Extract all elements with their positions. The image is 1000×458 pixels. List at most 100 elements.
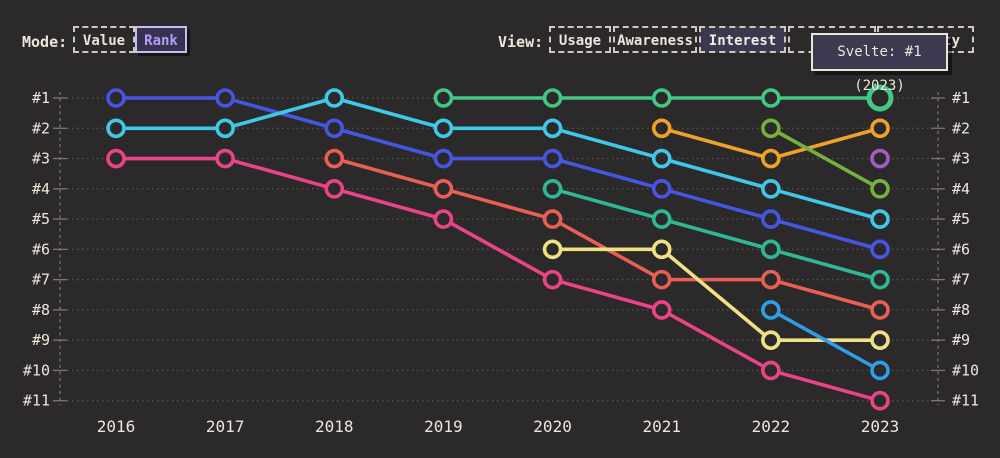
data-point-olive-2022[interactable] [761, 118, 781, 139]
data-point-yellow-2023[interactable] [870, 330, 890, 350]
data-point-cyan-2022[interactable] [761, 179, 781, 199]
y-label-right: #6 [952, 240, 970, 258]
data-point-salmon-2023[interactable] [870, 300, 890, 320]
series-line-salmon [333, 156, 881, 312]
x-label: 2021 [642, 417, 681, 436]
data-point-yellow-2022[interactable] [761, 330, 781, 350]
data-point-blue-2023[interactable] [870, 239, 890, 260]
y-label-left: #9 [32, 331, 50, 349]
data-point-blue-2018[interactable] [324, 118, 345, 139]
data-point-Svelte-2021[interactable] [651, 88, 672, 108]
tooltip-text: Svelte: #1 (2023) [837, 44, 922, 94]
x-label: 2023 [861, 417, 900, 436]
view-button-awareness[interactable]: Awareness [613, 26, 697, 53]
y-label-right: #7 [952, 271, 970, 289]
data-point-Svelte-2023[interactable] [866, 84, 894, 112]
data-point-blue-2017[interactable] [215, 88, 235, 108]
data-point-salmon-2022[interactable] [761, 269, 781, 290]
view-label: View: [498, 33, 544, 51]
data-point-pink-2021[interactable] [651, 300, 672, 320]
x-label: 2018 [315, 417, 354, 436]
x-label: 2016 [97, 417, 136, 436]
mode-button-value[interactable]: Value [73, 26, 135, 53]
data-point-blue-2020[interactable] [542, 148, 563, 169]
y-label-right: #11 [952, 392, 979, 410]
x-label: 2020 [533, 417, 572, 436]
data-point-blue-2022[interactable] [761, 209, 781, 229]
view-button-interest[interactable]: Interest [699, 26, 786, 53]
y-label-right: #4 [952, 180, 970, 198]
y-label-left: #8 [32, 301, 50, 319]
y-label-left: #1 [32, 89, 50, 107]
y-label-right: #2 [952, 119, 970, 137]
x-label: 2019 [424, 417, 463, 436]
data-point-blue-2016[interactable] [106, 88, 126, 108]
data-point-pink-2018[interactable] [324, 179, 345, 199]
data-point-cyan-2019[interactable] [433, 118, 454, 139]
data-point-cyan-2018[interactable] [324, 88, 345, 108]
data-point-blue-2019[interactable] [433, 148, 454, 169]
series-line-blue [116, 96, 881, 252]
data-point-salmon-2021[interactable] [651, 269, 672, 290]
y-label-right: #9 [952, 331, 970, 349]
data-point-Svelte-2022[interactable] [761, 88, 781, 108]
y-label-right: #1 [952, 89, 970, 107]
data-point-teal-2021[interactable] [651, 209, 672, 229]
x-label: 2017 [206, 417, 245, 436]
data-point-orange-2021[interactable] [651, 118, 672, 139]
y-label-left: #7 [32, 271, 50, 289]
data-point-teal-2020[interactable] [542, 179, 563, 199]
series-line-cyan [116, 96, 881, 221]
data-point-pink-2022[interactable] [761, 360, 781, 381]
data-point-teal-2022[interactable] [761, 239, 781, 260]
y-label-left: #11 [23, 392, 50, 410]
data-point-pink-2016[interactable] [106, 148, 126, 169]
y-label-left: #5 [32, 210, 50, 228]
data-point-cyan-2020[interactable] [542, 118, 563, 139]
mode-button-rank[interactable]: Rank [135, 26, 187, 53]
data-point-pink-2019[interactable] [433, 209, 454, 229]
x-label: 2022 [752, 417, 791, 436]
data-point-sky-2022[interactable] [761, 300, 781, 320]
data-point-Svelte-2020[interactable] [542, 88, 563, 108]
data-point-salmon-2019[interactable] [433, 179, 454, 199]
data-point-blue-2021[interactable] [651, 179, 672, 199]
data-point-teal-2023[interactable] [870, 269, 890, 290]
data-point-orange-2023[interactable] [870, 118, 890, 139]
y-label-right: #10 [952, 361, 979, 379]
y-label-left: #4 [32, 180, 50, 198]
tooltip-svelte-rank: Svelte: #1 (2023) [811, 33, 948, 94]
data-point-orange-2022[interactable] [761, 148, 781, 169]
y-label-left: #10 [23, 361, 50, 379]
data-point-salmon-2018[interactable] [324, 148, 345, 169]
data-point-cyan-2023[interactable] [870, 209, 890, 229]
series-line-olive [769, 126, 881, 191]
data-point-cyan-2016[interactable] [106, 118, 126, 139]
y-label-left: #6 [32, 240, 50, 258]
data-point-yellow-2021[interactable] [651, 239, 672, 260]
data-point-sky-2023[interactable] [870, 360, 890, 381]
data-point-salmon-2020[interactable] [542, 209, 563, 229]
data-point-purple-2023[interactable] [870, 148, 890, 169]
y-label-left: #2 [32, 119, 50, 137]
y-label-right: #8 [952, 301, 970, 319]
series-line-teal [552, 187, 881, 282]
data-point-Svelte-2019[interactable] [433, 88, 454, 108]
data-point-pink-2017[interactable] [215, 148, 235, 169]
data-point-pink-2020[interactable] [542, 269, 563, 290]
series-line-pink [116, 156, 881, 403]
data-point-cyan-2017[interactable] [215, 118, 235, 139]
y-label-right: #5 [952, 210, 970, 228]
y-label-left: #3 [32, 150, 50, 168]
y-label-right: #3 [952, 150, 970, 168]
series-line-sky [769, 308, 881, 373]
mode-label: Mode: [22, 33, 68, 51]
data-point-yellow-2020[interactable] [542, 239, 563, 260]
data-point-cyan-2021[interactable] [651, 148, 672, 169]
data-point-pink-2023[interactable] [870, 390, 890, 411]
data-point-olive-2023[interactable] [870, 179, 890, 199]
view-button-usage[interactable]: Usage [549, 26, 611, 53]
